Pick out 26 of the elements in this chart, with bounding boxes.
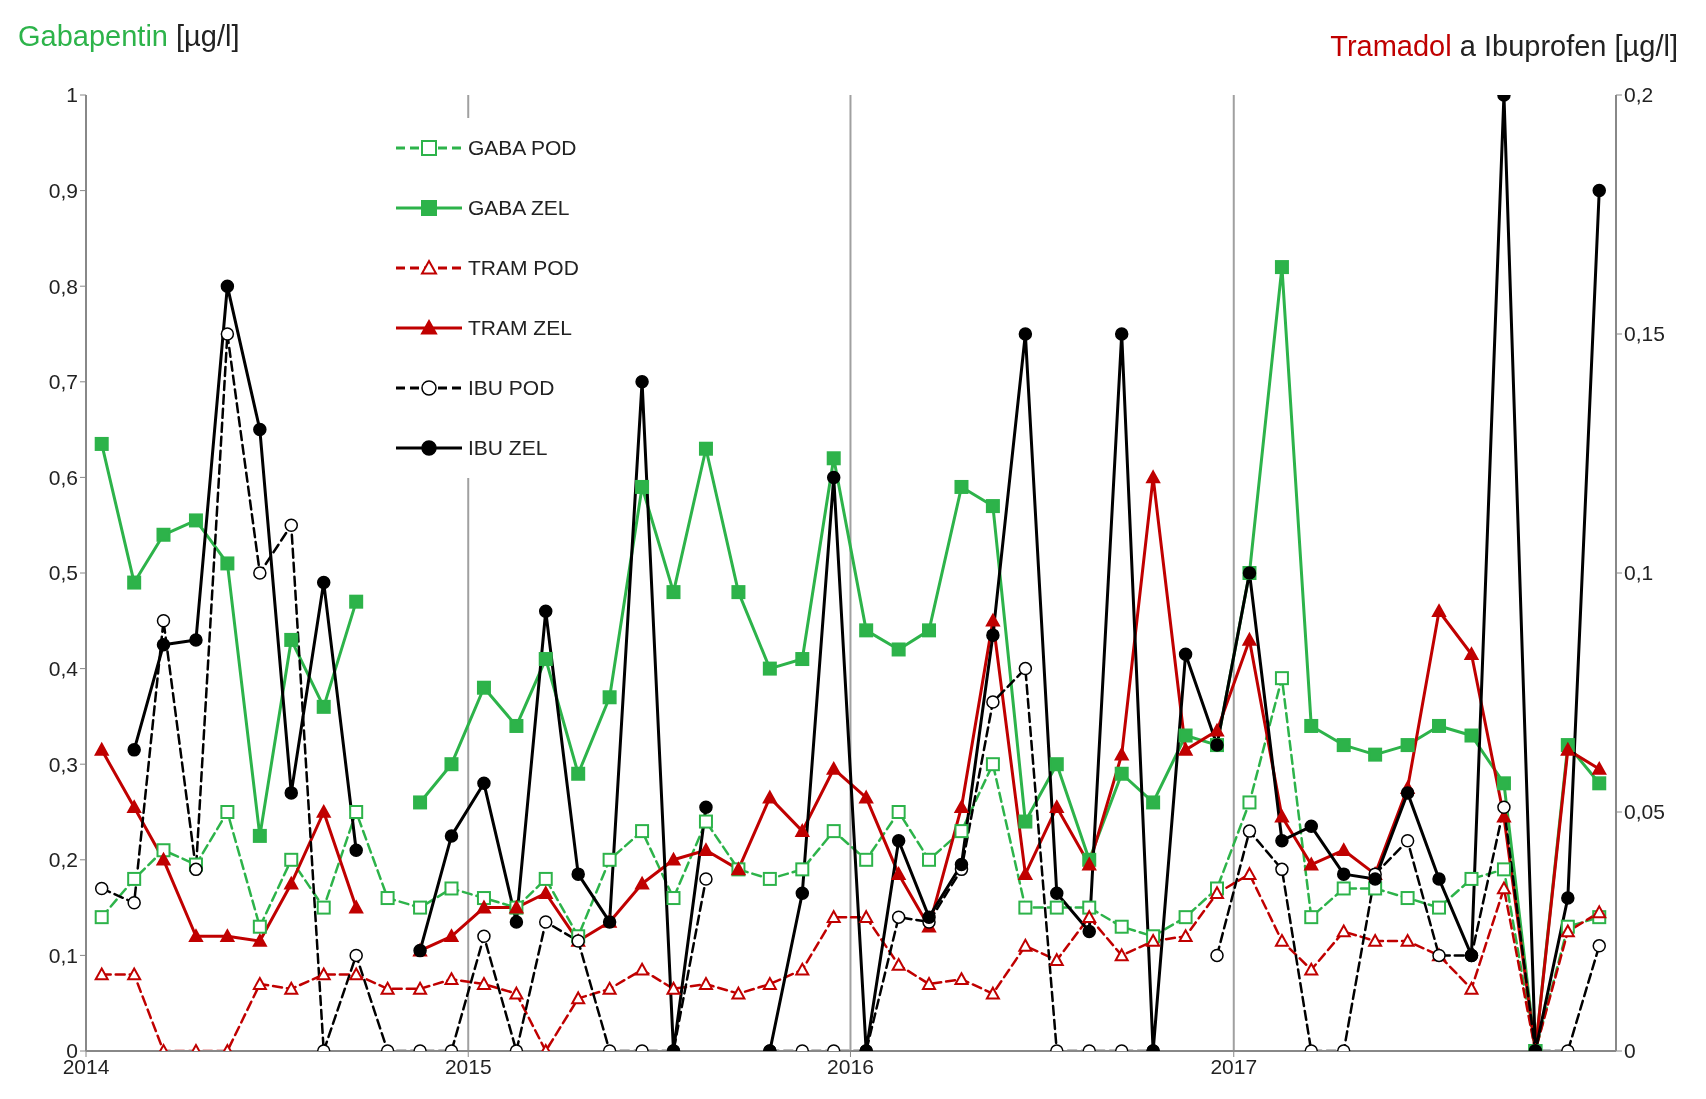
y-tick-label: 0,7 xyxy=(48,370,78,394)
y-tick-label: 0,3 xyxy=(48,752,78,776)
y-axis-title: Gabapentin [µg/l] xyxy=(18,20,240,53)
y-tick-label: 0,6 xyxy=(48,465,78,489)
legend-label: IBU POD xyxy=(468,376,555,400)
legend-label: GABA ZEL xyxy=(468,196,570,220)
y2-tick-label: 0,2 xyxy=(1624,83,1654,107)
x-tick-label: 2016 xyxy=(827,1054,874,1078)
legend-label: TRAM POD xyxy=(468,256,579,280)
y2-axis-title: Tramadol a Ibuprofen [µg/l] xyxy=(1330,30,1678,63)
legend-label: TRAM ZEL xyxy=(468,316,572,340)
y2-tick-label: 0 xyxy=(1624,1039,1636,1063)
y-tick-label: 0,1 xyxy=(48,943,78,967)
legend-label: GABA POD xyxy=(468,136,577,160)
y-tick-label: 1 xyxy=(66,83,78,107)
x-tick-label: 2017 xyxy=(1210,1054,1258,1078)
y-tick-label: 0,9 xyxy=(48,179,78,203)
y-tick-label: 0,5 xyxy=(48,561,78,585)
legend-label: IBU ZEL xyxy=(468,436,548,460)
y-tick-label: 0,8 xyxy=(48,274,78,298)
y2-tick-label: 0,15 xyxy=(1624,322,1665,346)
y-tick-label: 0,2 xyxy=(48,848,78,872)
y2-tick-label: 0,1 xyxy=(1624,561,1654,585)
y2-tick-label: 0,05 xyxy=(1624,800,1665,824)
y-tick-label: 0,4 xyxy=(48,657,79,681)
x-tick-label: 2015 xyxy=(444,1054,492,1078)
